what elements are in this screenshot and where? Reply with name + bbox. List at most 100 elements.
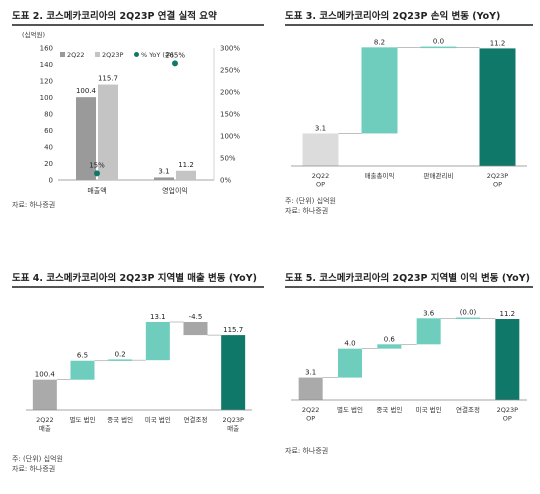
legend-swatch [60,52,65,57]
bar [145,321,170,361]
bar [154,177,174,180]
chart-panel-3: 도표 3. 코스메카코리아의 2Q23P 손익 변동 (YoY) 3.1 2Q22… [285,8,533,223]
x-tick-label: 2Q23P [222,416,244,424]
x-tick-label: 2Q22 [312,172,330,180]
source-notes: 주: (단위) 십억원 자료: 하나증권 [12,454,63,474]
bar [298,377,323,400]
bar [479,48,516,166]
unit-note: 주: (단위) 십억원 [285,197,336,205]
data-label: 3.6 [423,309,435,317]
x-tick-label: 2Q22 [36,416,54,424]
bar [420,46,457,49]
data-label: 115.7 [223,326,243,334]
x-tick-label: 미국 법인 [145,415,171,424]
bar [416,318,441,345]
yoy-point [172,60,178,67]
y-tick-label: 80 [44,111,53,119]
x-tick-label: OP [316,181,325,189]
bar [456,317,480,320]
bar [221,335,246,410]
source-note: 자료: 하나증권 [12,465,56,473]
x-tick-label: 영업이익 [162,186,188,195]
x-tick-label: 2Q23P [497,406,519,414]
bar [495,319,520,400]
bar [176,170,196,180]
data-label: 13.1 [150,313,166,321]
source-note: 자료: 하나증권 [12,201,56,209]
data-label: 11.2 [500,310,516,318]
data-label: -4.5 [189,313,203,321]
y-tick-label: 40 [44,144,53,152]
y-tick-label: 120 [40,78,53,86]
bar [98,84,118,180]
y2-tick-label: 250% [220,67,240,75]
data-label: 3.1 [158,167,169,175]
data-label: 11.2 [490,39,506,47]
x-tick-label: 2Q22 [302,406,320,414]
chart-panel-4: 도표 4. 코스메카코리아의 2Q23P 지역별 매출 변동 (YoY) 100… [12,270,264,485]
title-rule [12,286,264,288]
y-tick-label: 160 [40,45,53,53]
x-tick-label: 연결조정 [184,415,208,424]
chart-title: 도표 4. 코스메카코리아의 2Q23P 지역별 매출 변동 (YoY) [12,273,257,284]
x-tick-label: OP [503,415,512,423]
chart-panel-2: 도표 2. 코스메카코리아의 2Q23P 연결 실적 요약 (십억원) 0 20 40… [12,8,264,223]
x-tick-label: OP [493,181,502,189]
legend-label: 2Q23P [102,51,124,59]
y-axis-unit: (십억원) [22,30,45,39]
x-tick-label: 2Q23P [487,172,509,180]
source-notes: 주: (단위) 십억원 자료: 하나증권 [285,196,336,216]
x-tick-label: 연결조정 [456,405,480,414]
x-tick-label: 매출액 [87,186,106,195]
data-label: 4.0 [344,340,355,348]
y2-tick-label: 150% [220,111,240,119]
y2-tick-label: 200% [220,89,240,97]
y2-tick-label: 50% [220,155,236,163]
x-tick-label: 별도 법인 [337,405,363,414]
legend-swatch [95,52,100,57]
bar [76,97,96,180]
legend-label: 2Q22 [67,51,85,59]
y-tick-label: 60 [44,127,53,135]
y-tick-label: 100 [40,94,53,102]
source-note: 자료: 하나증권 [285,207,329,215]
chart-title: 도표 3. 코스메카코리아의 2Q23P 손익 변동 (YoY) [285,11,501,22]
yoy-label: 265% [165,51,185,59]
bar-chart-2: (십억원) 0 20 40 60 80 100 120 140 160 0% 50% 100% 150% 2… [22,30,240,195]
legend-swatch [134,52,139,57]
x-tick-label: 미국 법인 [416,405,442,414]
title-rule [12,24,264,26]
chart-title: 도표 2. 코스메카코리아의 2Q23P 연결 실적 요약 [12,11,217,22]
chart-title: 도표 5. 코스메카코리아의 2Q23P 지역별 이익 변동 (YoY) [285,273,530,284]
data-label: 11.2 [178,161,194,169]
data-label: 100.4 [76,87,97,95]
y-tick-label: 0 [49,177,53,185]
title-rule [285,24,533,26]
data-label: 3.1 [305,369,316,377]
x-tick-label: 매출 [227,424,239,433]
y2-tick-label: 300% [220,45,240,53]
x-tick-label: 매출 [39,424,51,433]
data-label: 6.5 [77,352,88,360]
x-tick-label: 매출총이익 [365,171,395,180]
x-tick-label: 판매관리비 [424,171,454,180]
source-notes: 자료: 하나증권 [285,446,328,456]
bar [108,359,133,361]
data-label: 8.2 [374,38,385,46]
bar [377,344,402,349]
bar [338,348,362,378]
bar [361,47,398,134]
y2-tick-label: 0% [220,177,231,185]
data-label: 115.7 [98,75,118,83]
data-label: 0.2 [115,350,126,358]
x-tick-label: OP [306,415,315,423]
bar [70,360,95,380]
data-label: 0.0 [433,38,444,46]
y-tick-label: 20 [44,160,53,168]
data-label: 3.1 [315,124,326,132]
y-tick-label: 140 [40,61,53,69]
legend-label: % YoY (우) [141,51,173,59]
